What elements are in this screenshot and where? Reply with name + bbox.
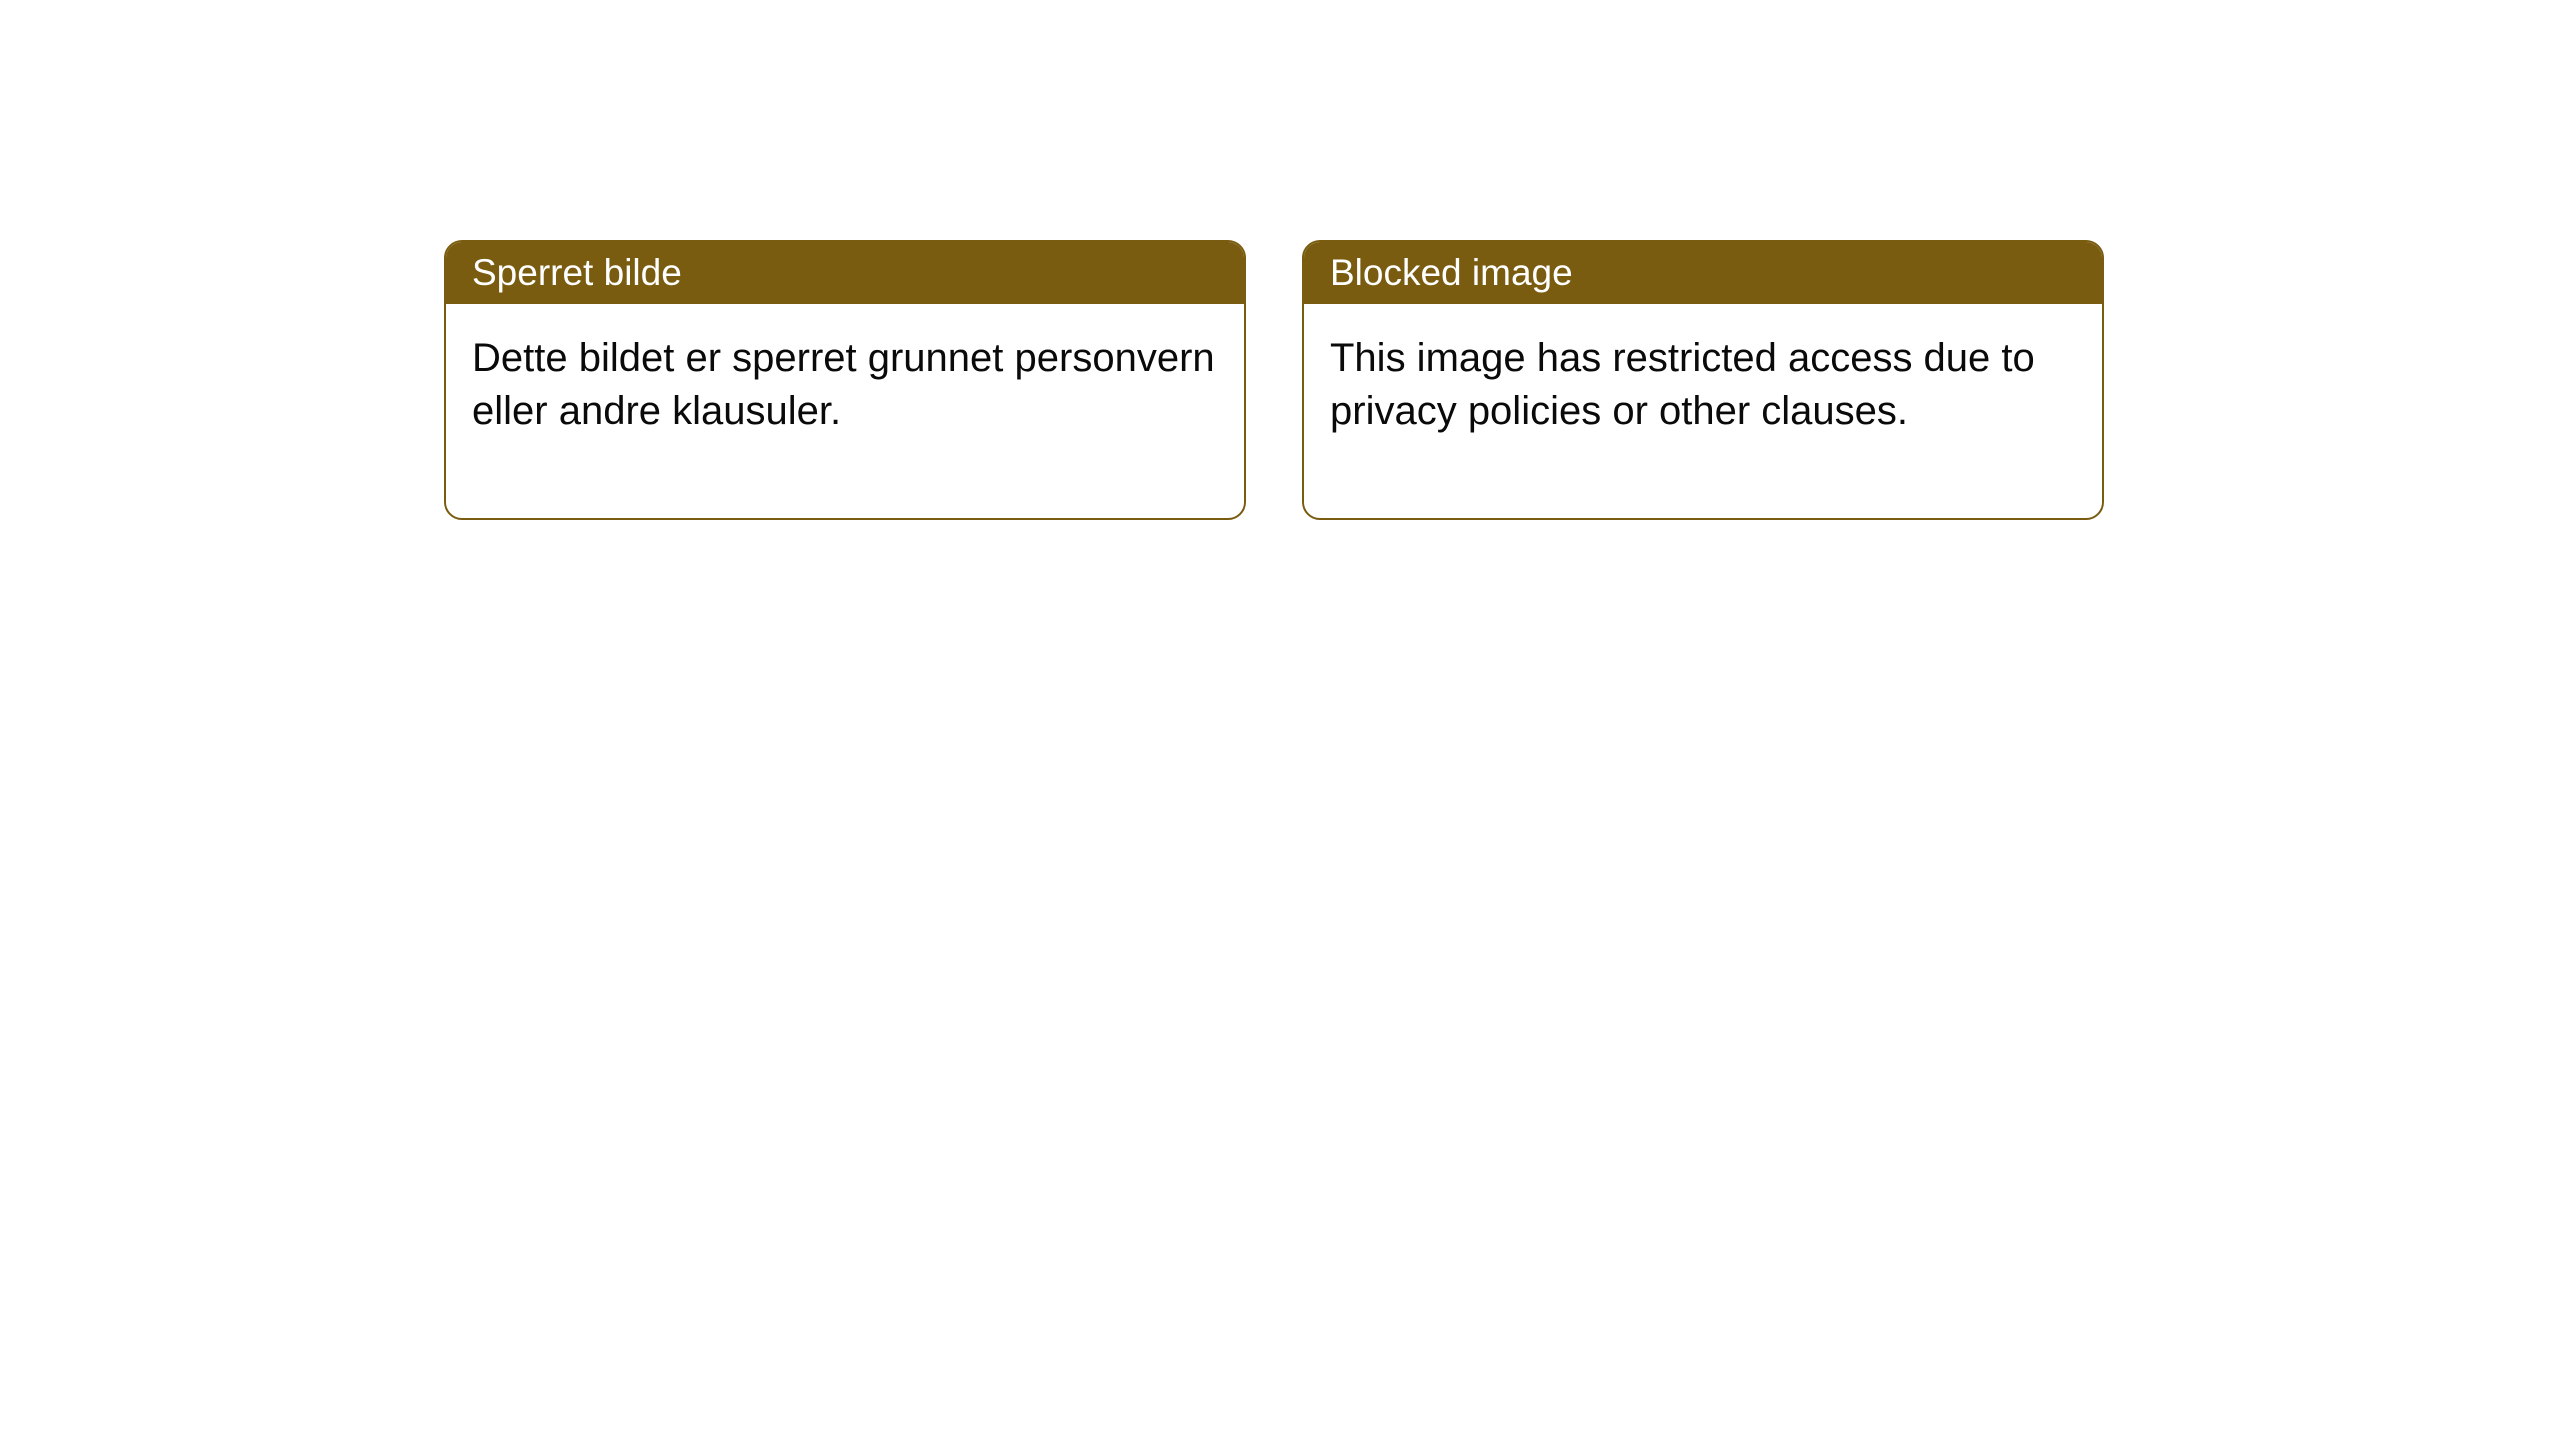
card-body-text: This image has restricted access due to … — [1330, 336, 2035, 433]
card-title: Sperret bilde — [472, 252, 682, 293]
card-body-text: Dette bildet er sperret grunnet personve… — [472, 336, 1215, 433]
cards-container: Sperret bilde Dette bildet er sperret gr… — [444, 240, 2104, 520]
card-title: Blocked image — [1330, 252, 1573, 293]
card-header: Blocked image — [1304, 242, 2102, 304]
card-header: Sperret bilde — [446, 242, 1244, 304]
card-body: Dette bildet er sperret grunnet personve… — [446, 304, 1244, 518]
blocked-image-card-en: Blocked image This image has restricted … — [1302, 240, 2104, 520]
card-body: This image has restricted access due to … — [1304, 304, 2102, 518]
blocked-image-card-no: Sperret bilde Dette bildet er sperret gr… — [444, 240, 1246, 520]
